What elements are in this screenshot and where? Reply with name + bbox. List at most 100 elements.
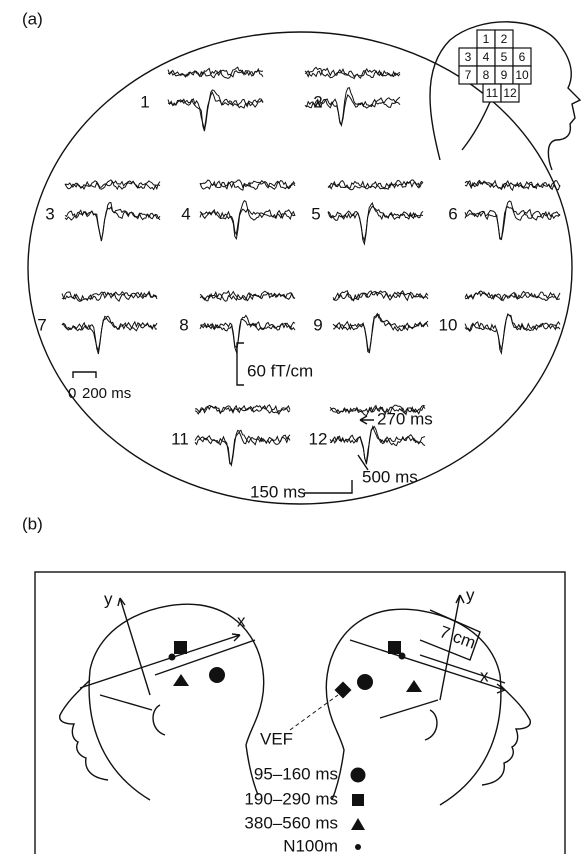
waveform [332,313,429,354]
channel-label: 6 [448,204,457,223]
waveform [199,208,296,241]
waveform [464,313,561,356]
channel-label: 4 [181,204,190,223]
latency-annotation: 150 ms [250,482,306,501]
channel-label: 2 [313,92,322,111]
waveform [304,86,401,127]
face-outline [59,679,109,781]
sensor-cell [512,65,532,85]
ear [424,709,438,741]
waveform [64,206,161,242]
panel-b-frame [34,571,566,854]
arrow [359,415,374,425]
axis-label: x [237,611,246,630]
amplitude-scale-bar [236,342,244,386]
arrow [304,454,369,494]
source-marker [168,653,176,661]
head-outline [88,603,265,801]
waveform [199,314,296,354]
panel-label: (b) [22,514,43,533]
sensor-label: 1 [483,32,490,46]
legend-marker [350,767,366,783]
channel-label: 3 [45,204,54,223]
channel-label: 5 [311,204,320,223]
sensor-lead [461,101,491,151]
vef-label: VEF [260,729,293,748]
waveform [332,290,429,301]
sensor-label: 4 [483,50,490,64]
legend-entry: 380–560 ms [244,813,338,832]
sensor-label: 11 [486,86,499,100]
waveform [329,404,426,417]
sensor-cell [500,83,520,103]
legend-entry: N100m [283,836,338,854]
source-marker [334,681,352,699]
scale-zero: 0 [68,385,76,402]
source-marker [209,667,225,683]
source-marker [398,652,406,660]
channel-label: 1 [140,92,149,111]
source-marker [388,641,401,654]
sensor-label: 2 [501,32,508,46]
waveform [167,91,264,132]
waveform [304,66,401,80]
legend-entry: 190–290 ms [244,789,338,808]
legend-marker [352,794,364,806]
waveform [327,179,424,190]
head-outline [429,21,582,171]
waveform [194,431,291,465]
scale-time: 200 ms [82,385,131,402]
sensor-array-outline [27,31,573,505]
waveform [61,317,157,353]
source-marker [173,674,189,686]
ear [152,704,166,736]
channel-label: 10 [439,315,458,334]
waveform [194,429,291,467]
waveform [464,180,561,191]
waveform [329,404,426,416]
waveform [199,290,296,302]
waveform [464,200,561,240]
waveform [465,290,561,302]
panel-label: (a) [22,9,43,28]
waveform [61,315,158,355]
waveform [304,93,401,127]
sensor-label: 6 [519,50,526,64]
sensor-label: 7 [465,68,472,82]
coordinate-axes [79,597,256,711]
waveform [464,290,561,302]
coordinate-axes [349,594,506,719]
waveform [64,201,161,241]
source-marker [357,674,373,690]
channel-label: 9 [313,315,322,334]
distance-label: 7 cm [437,622,478,652]
waveform [464,179,561,192]
waveform [194,404,291,416]
sensor-label: 10 [515,68,529,82]
legend-marker [355,844,361,850]
axis-label: y [104,589,113,608]
waveform [199,290,296,302]
scale-amplitude: 60 fT/cm [247,361,313,380]
waveform [332,312,429,354]
waveform [304,67,401,78]
sensor-label: 12 [503,86,517,100]
channel-label: 8 [179,315,188,334]
channel-label: 12 [309,429,328,448]
waveform [61,291,158,302]
waveform [327,201,424,246]
waveform [167,66,264,79]
head-outline [325,608,502,806]
waveform [199,179,296,191]
legend-marker [351,818,365,830]
sensor-label: 3 [465,50,472,64]
waveform [332,290,429,302]
source-marker [174,641,187,654]
waveform [330,425,426,465]
axis-label: x [480,666,489,685]
vef-pointer [289,694,339,731]
sensor-label: 9 [501,68,508,82]
waveform [167,89,264,130]
